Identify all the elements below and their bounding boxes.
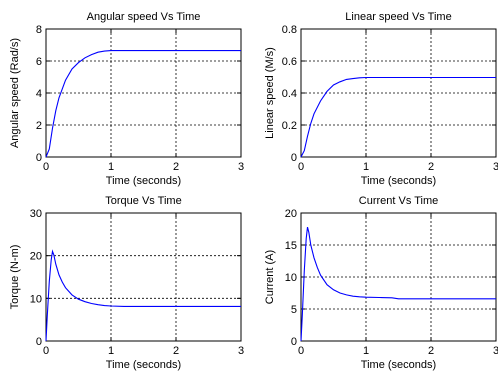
x-tick-label: 3 [493, 345, 498, 357]
x-tick-label: 2 [173, 345, 179, 357]
chart-title: Torque Vs Time [105, 195, 181, 207]
x-tick-label: 3 [238, 345, 244, 357]
y-tick-label: 30 [30, 208, 42, 220]
series-line [45, 50, 241, 158]
series-line [300, 226, 496, 342]
y-axis-label: Torque (N-m) [9, 245, 21, 310]
y-tick-label: 0.4 [282, 88, 297, 100]
x-tick-label: 2 [428, 345, 434, 357]
y-axis-label: Linear speed (M/s) [264, 47, 276, 139]
x-tick-label: 0 [298, 345, 304, 357]
x-tick-label: 0 [43, 345, 49, 357]
y-tick-label: 15 [285, 240, 297, 252]
x-tick-label: 0 [43, 161, 49, 173]
y-tick-label: 8 [36, 24, 42, 36]
x-tick-label: 1 [363, 345, 369, 357]
y-tick-label: 0.8 [282, 24, 297, 36]
x-tick-label: 1 [108, 345, 114, 357]
y-tick-label: 4 [36, 88, 42, 100]
x-tick-label: 0 [298, 161, 304, 173]
y-tick-label: 0 [36, 336, 42, 348]
y-tick-label: 0 [36, 152, 42, 164]
chart-title: Linear speed Vs Time [345, 11, 451, 23]
y-axis-label: Angular speed (Rad/s) [9, 38, 21, 148]
x-tick-label: 1 [363, 161, 369, 173]
y-tick-label: 5 [291, 304, 297, 316]
chart-panel-1: 0 1 2 3 0 2 4 6 8 Angular speed Vs Time Time (seco… [9, 11, 244, 187]
chart-panel-4: 0 1 2 3 0 5 10 15 20 Current Vs Time Time (seconds… [264, 195, 498, 371]
x-axis-label: Time (seconds) [106, 175, 181, 187]
y-tick-label: 0.2 [282, 120, 297, 132]
chart-panel-2: 0 1 2 3 0 0.2 0.4 0.6 0.8 Linear speed Vs Time Tim… [264, 11, 498, 187]
plot-area [45, 212, 242, 342]
series-line [300, 76, 496, 158]
x-tick-label: 3 [493, 161, 498, 173]
y-tick-label: 10 [285, 272, 297, 284]
y-tick-label: 6 [36, 56, 42, 68]
chart-title: Current Vs Time [359, 195, 438, 207]
y-axis-label: Current (A) [264, 250, 276, 304]
y-tick-label: 0 [291, 152, 297, 164]
y-tick-label: 2 [36, 120, 42, 132]
x-tick-label: 2 [173, 161, 179, 173]
x-tick-label: 1 [108, 161, 114, 173]
x-axis-label: Time (seconds) [106, 359, 181, 371]
y-tick-label: 20 [30, 251, 42, 263]
y-tick-label: 20 [285, 208, 297, 220]
chart-title: Angular speed Vs Time [87, 11, 201, 23]
x-axis-label: Time (seconds) [361, 175, 436, 187]
x-tick-label: 3 [238, 161, 244, 173]
x-axis-label: Time (seconds) [361, 359, 436, 371]
y-tick-label: 0.6 [282, 56, 297, 68]
y-tick-label: 10 [30, 293, 42, 305]
x-tick-label: 2 [428, 161, 434, 173]
series-line [45, 249, 241, 342]
y-tick-label: 0 [291, 336, 297, 348]
